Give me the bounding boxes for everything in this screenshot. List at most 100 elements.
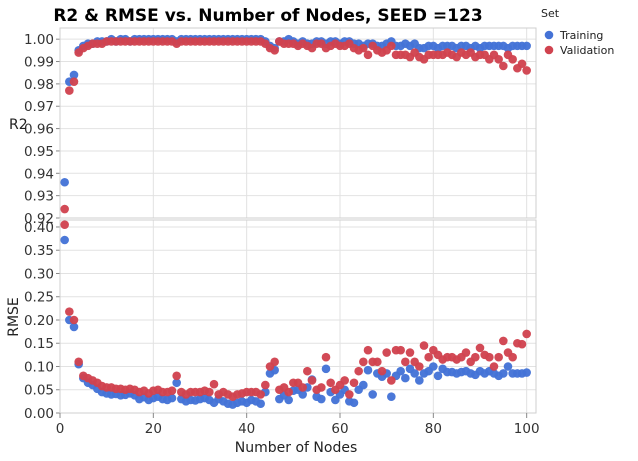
rmse-point-validation: [382, 348, 391, 357]
legend-swatch-validation: [544, 45, 554, 55]
rmse-point-validation: [522, 329, 531, 339]
r2-y-tick-label: 0.96: [24, 122, 54, 138]
rmse-point-validation: [298, 383, 307, 392]
r2-point-validation: [60, 204, 69, 214]
x-tick-label: 20: [145, 421, 162, 437]
rmse-point-validation: [461, 348, 471, 357]
rmse-point-validation: [317, 383, 326, 392]
x-axis-label: Number of Nodes: [235, 440, 357, 456]
rmse-y-tick-label: 0.30: [24, 266, 54, 282]
r2-point-validation: [270, 46, 279, 55]
rmse-point-training: [172, 378, 181, 388]
rmse-point-validation: [205, 387, 214, 397]
r2-point-validation: [387, 41, 396, 51]
rmse-point-validation: [60, 220, 69, 229]
rmse-point-validation: [209, 379, 219, 389]
rmse-point-validation: [340, 376, 349, 385]
legend: Set Training Validation: [541, 7, 614, 57]
rmse-point-training: [363, 365, 373, 375]
rmse-y-tick-label: 0.35: [24, 243, 54, 259]
rmse-point-training: [167, 393, 177, 403]
r2-point-training: [60, 177, 69, 187]
r2-axis-label: R2: [9, 117, 28, 133]
r2-point-validation: [517, 59, 527, 69]
chart-title: R2 & RMSE vs. Number of Nodes, SEED =123: [53, 6, 482, 26]
rmse-point-training: [317, 394, 326, 404]
r2-point-training: [69, 70, 79, 80]
rmse-y-tick-label: 0.15: [24, 336, 54, 352]
rmse-point-training: [69, 322, 79, 332]
r2-point-training: [522, 41, 531, 51]
rmse-panel: 0.00 0.05 0.10 0.15 0.20 0.25 0.30 0.35 0.40: [24, 219, 537, 422]
x-tick-label: 0: [56, 421, 65, 437]
rmse-point-training: [284, 395, 293, 405]
r2-point-validation: [65, 86, 74, 95]
rmse-point-validation: [494, 352, 503, 362]
rmse-y-tick-label: 0.10: [24, 359, 54, 375]
rmse-point-training: [415, 376, 424, 385]
rmse-point-validation: [489, 362, 499, 371]
rmse-plot-frame: [59, 219, 537, 414]
rmse-point-validation: [256, 390, 265, 399]
rmse-point-validation: [424, 352, 433, 362]
legend-swatch-training: [544, 30, 554, 40]
rmse-point-validation: [363, 345, 373, 355]
rmse-point-training: [401, 373, 410, 383]
rmse-point-training: [410, 369, 419, 378]
x-tick-label: 100: [514, 421, 540, 437]
rmse-y-tick-label: 0.00: [24, 406, 54, 422]
r2-point-validation: [363, 50, 373, 60]
rmse-point-training: [349, 398, 359, 408]
rmse-point-validation: [387, 376, 396, 385]
rmse-point-validation: [475, 343, 485, 353]
rmse-axis-label: RMSE: [6, 297, 22, 337]
x-tick-label: 40: [238, 421, 255, 437]
legend-label-training: Training: [559, 29, 603, 42]
r2-y-tick-label: 0.97: [24, 99, 54, 115]
rmse-point-validation: [326, 378, 335, 388]
rmse-point-validation: [261, 380, 270, 390]
rmse-point-validation: [307, 376, 317, 385]
rmse-point-validation: [303, 366, 312, 376]
r2-y-tick-label: 1.00: [24, 32, 54, 48]
rmse-point-validation: [345, 390, 354, 399]
r2-point-validation: [69, 77, 79, 86]
rmse-point-validation: [349, 378, 359, 388]
rmse-point-training: [429, 362, 438, 371]
rmse-point-validation: [284, 387, 293, 397]
rmse-point-validation: [167, 386, 177, 395]
rmse-point-training: [503, 362, 513, 371]
rmse-point-validation: [517, 339, 527, 349]
rmse-point-training: [321, 364, 331, 374]
r2-y-tick-label: 0.95: [24, 144, 54, 160]
r2-point-validation: [499, 61, 508, 71]
r2-y-tick-label: 0.98: [24, 77, 54, 93]
r2-point-validation: [359, 43, 368, 53]
rmse-point-validation: [419, 341, 429, 350]
rmse-point-validation: [373, 357, 382, 367]
rmse-point-validation: [508, 352, 517, 362]
rmse-point-validation: [359, 357, 368, 367]
rmse-point-training: [433, 371, 443, 381]
rmse-point-training: [256, 399, 265, 409]
r2-y-tick-label: 0.92: [24, 211, 54, 227]
r2-point-validation: [522, 66, 531, 75]
rmse-point-validation: [396, 345, 405, 355]
r2-point-validation: [508, 54, 517, 64]
rmse-point-validation: [172, 371, 181, 381]
rmse-point-training: [396, 366, 405, 376]
rmse-y-tick-label: 0.25: [24, 290, 54, 306]
x-tick-label: 60: [331, 421, 348, 437]
rmse-y-tick-label: 0.40: [24, 220, 54, 236]
rmse-point-validation: [405, 348, 415, 357]
r2-y-tick-label: 0.94: [24, 166, 54, 182]
rmse-point-training: [387, 392, 396, 402]
rmse-point-validation: [354, 366, 363, 376]
rmse-point-training: [359, 380, 368, 390]
rmse-point-training: [298, 390, 307, 399]
rmse-point-validation: [270, 357, 279, 367]
rmse-y-tick-label: 0.20: [24, 313, 54, 329]
r2-y-tick-label: 0.99: [24, 55, 54, 71]
rmse-point-training: [368, 390, 377, 399]
r2-y-tick-label: 0.93: [24, 189, 54, 205]
